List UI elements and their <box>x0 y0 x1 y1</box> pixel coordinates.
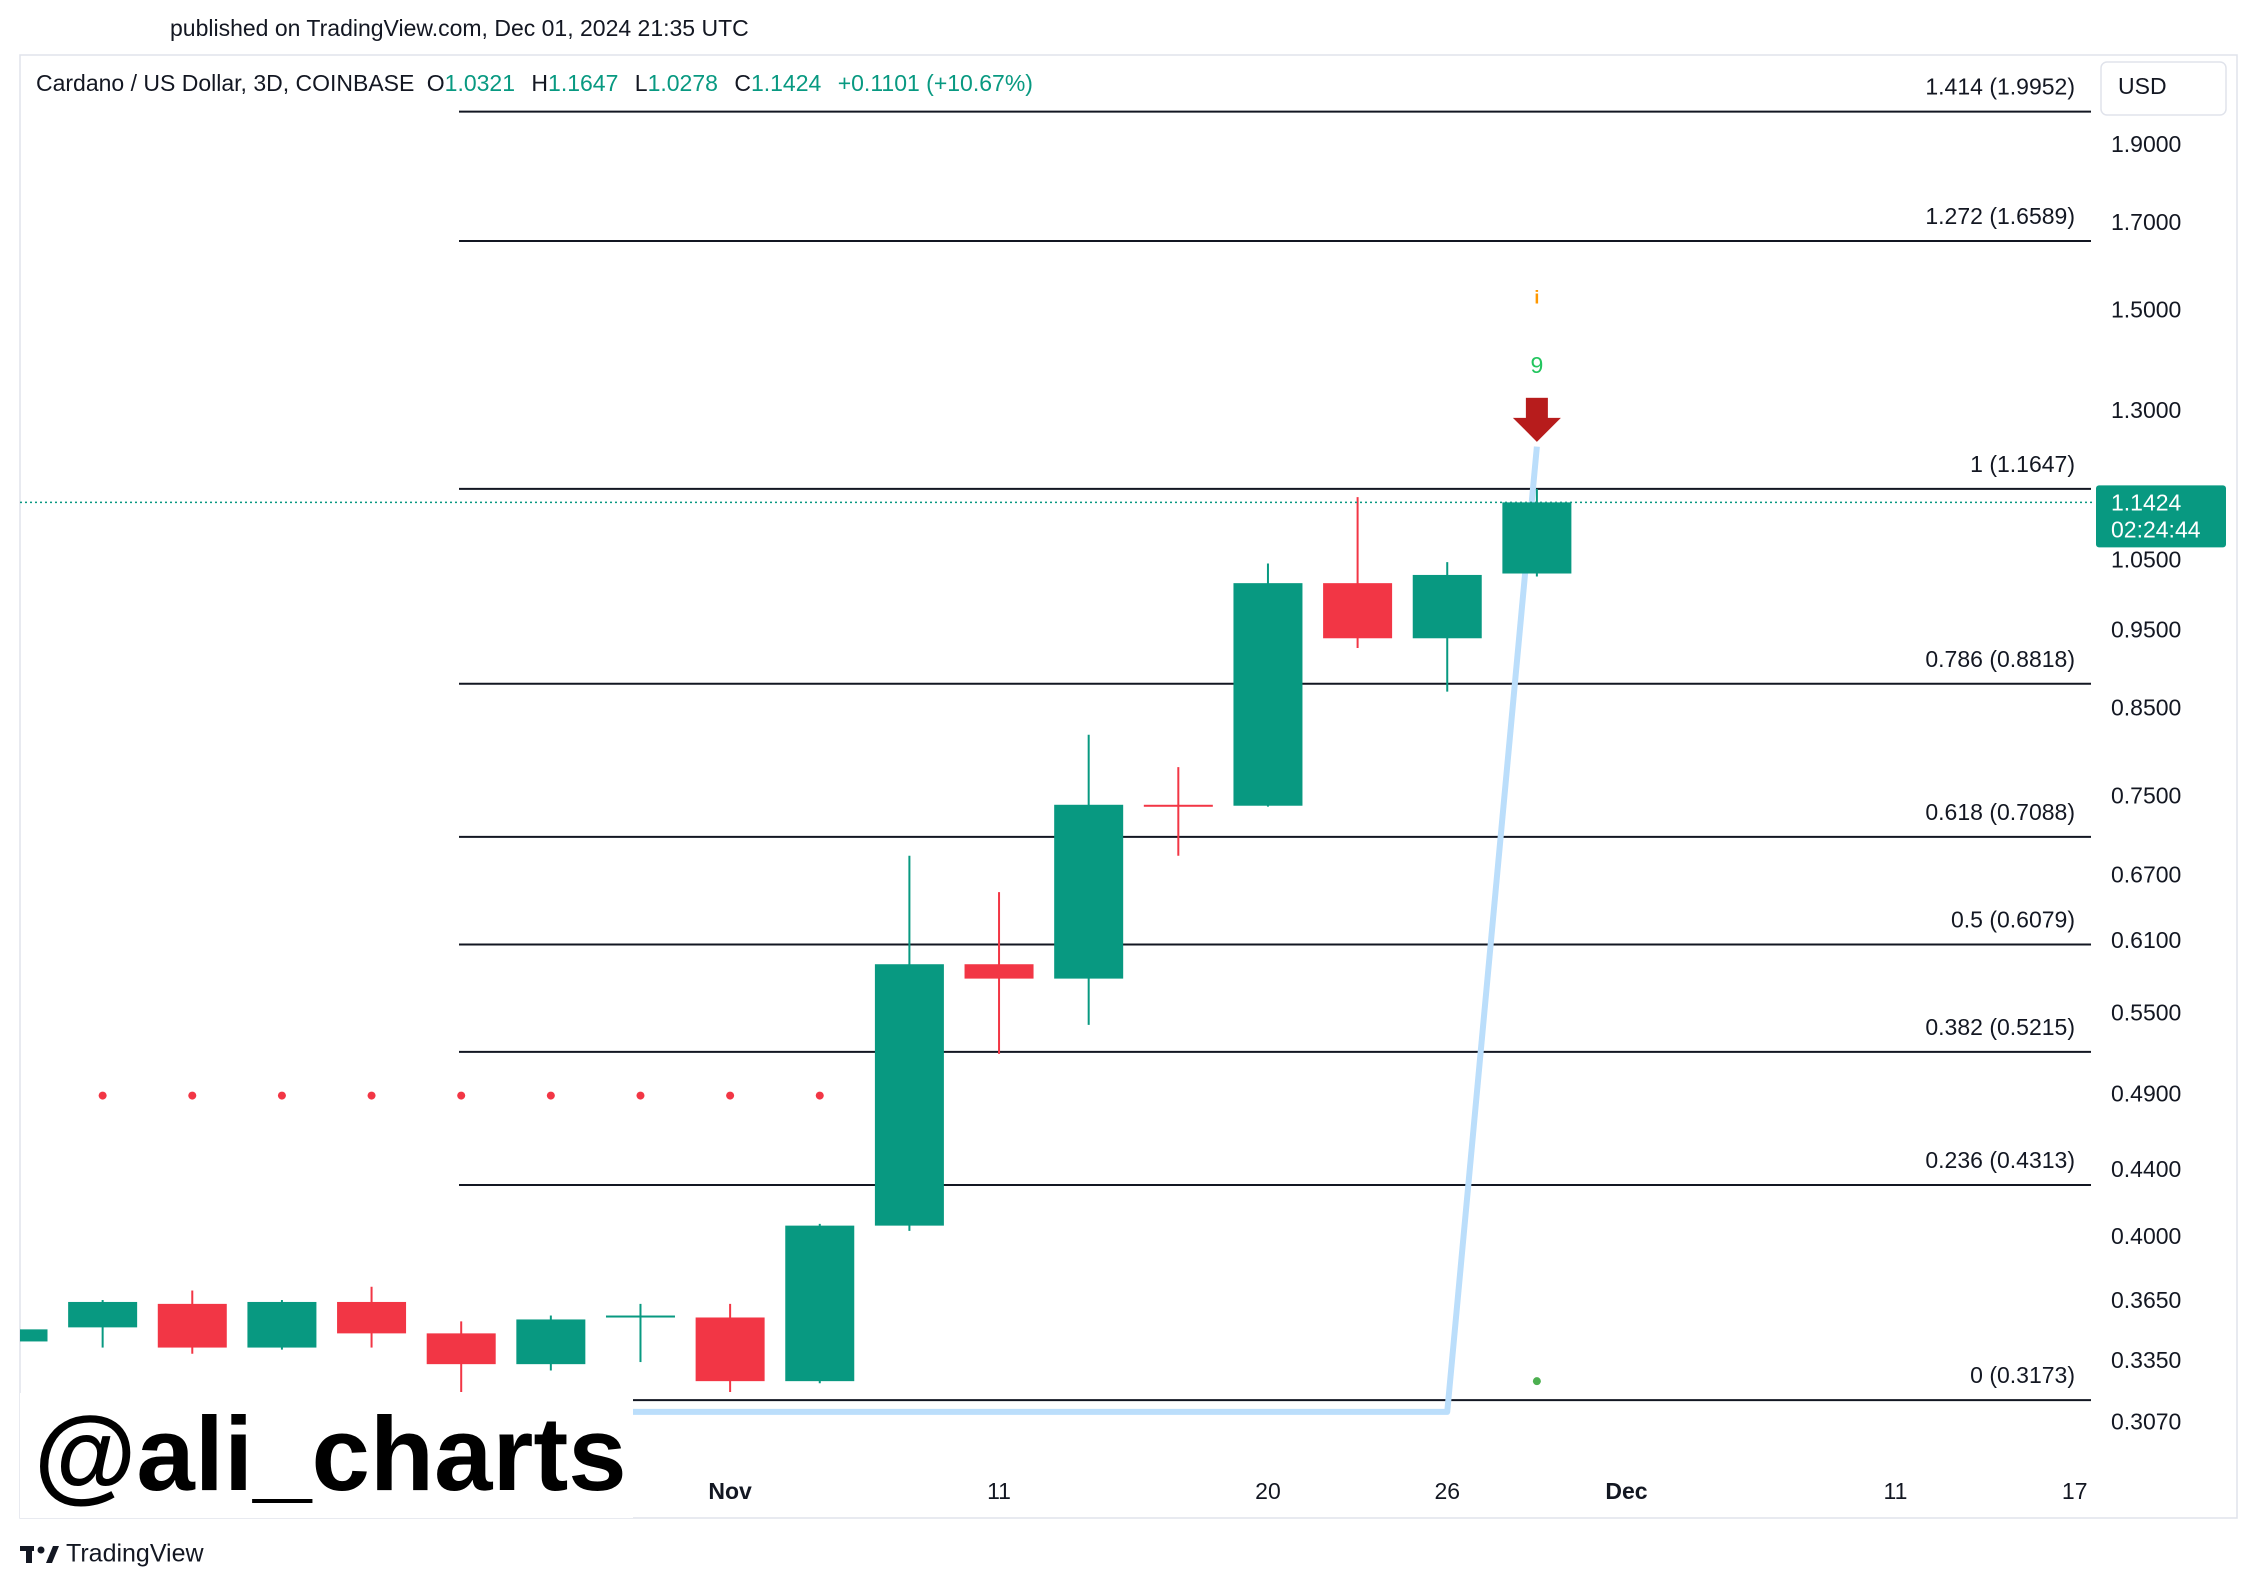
y-tick-label: 0.9500 <box>2111 617 2181 643</box>
fib-label: 0.618 (0.7088) <box>1925 799 2075 825</box>
watermark-bg <box>20 1393 633 1518</box>
currency[interactable]: USD <box>2118 73 2167 99</box>
indicator-dot <box>277 1091 286 1100</box>
ohlc-label: C <box>734 70 751 96</box>
x-tick-label: 17 <box>2062 1478 2088 1504</box>
ohlc-value: 1.0321 <box>445 70 515 96</box>
brand-logo <box>20 1546 59 1563</box>
fib-label: 0.382 (0.5215) <box>1925 1014 2075 1040</box>
candle-body <box>1502 502 1572 574</box>
indicator-dot <box>636 1091 645 1100</box>
logo-part <box>26 1546 32 1563</box>
candle-body <box>785 1225 855 1382</box>
candle-body <box>1323 583 1393 639</box>
signal-mark: i <box>1534 288 1539 308</box>
x-tick-label: 20 <box>1255 1478 1281 1504</box>
ohlc-label: L <box>635 70 648 96</box>
candle-body <box>874 964 944 1226</box>
candle-body <box>68 1301 138 1328</box>
indicator-dot <box>457 1091 466 1100</box>
last-price: 1.1424 <box>2111 489 2182 515</box>
x-tick-label: 26 <box>1434 1478 1460 1504</box>
indicator-dot <box>1532 1377 1541 1386</box>
candle-body <box>1143 804 1213 807</box>
x-tick-label: 11 <box>987 1478 1011 1504</box>
x-tick-label: 11 <box>1883 1478 1907 1504</box>
fib-label: 0.236 (0.4313) <box>1925 1147 2075 1173</box>
brand: TradingView <box>66 1540 205 1568</box>
y-tick-label: 1.3000 <box>2111 397 2181 423</box>
y-tick-label: 0.7500 <box>2111 782 2181 808</box>
candle-body <box>695 1317 765 1382</box>
y-tick-label: 0.4400 <box>2111 1156 2181 1182</box>
indicator-dot <box>367 1091 376 1100</box>
candle-body <box>426 1333 496 1365</box>
change: +0.1101 (+10.67%) <box>838 70 1033 96</box>
currency-box[interactable] <box>2100 61 2227 116</box>
y-tick-label: 0.8500 <box>2111 695 2181 721</box>
fib-label: 0 (0.3173) <box>1970 1362 2075 1388</box>
ohlc-value: 1.0278 <box>648 70 718 96</box>
candle-body <box>1233 583 1303 806</box>
candle-body <box>337 1301 407 1334</box>
y-tick-label: 0.4000 <box>2111 1223 2181 1249</box>
ohlc-label: H <box>531 70 548 96</box>
watermark: @ali_charts <box>34 1396 627 1513</box>
indicator-dot <box>815 1091 824 1100</box>
overlay: 1.9000 1.7000 1.5000 1.3000 1.0500 0.9500 0.85… <box>708 74 2226 1504</box>
fib-label: 0.5 (0.6079) <box>1951 907 2075 933</box>
y-tick-label: 0.3650 <box>2111 1287 2181 1313</box>
ohlc-label: O <box>427 70 445 96</box>
sell-arrow-shaft <box>1525 397 1548 420</box>
y-tick-label: 0.3070 <box>2111 1408 2181 1434</box>
y-tick-label: 0.6100 <box>2111 927 2181 953</box>
countdown: 02:24:44 <box>2111 516 2201 542</box>
candle-body <box>964 964 1034 979</box>
logo-part <box>37 1546 45 1554</box>
y-tick-label: 1.9000 <box>2111 131 2181 157</box>
y-tick-label: 0.3350 <box>2111 1347 2181 1373</box>
sell-arrow-head <box>1512 417 1561 442</box>
legend-header: Cardano / US Dollar, 3D, COINBASE O1.032… <box>36 70 1033 96</box>
indicator-dot <box>546 1091 555 1100</box>
x-tick-label: Nov <box>708 1478 752 1504</box>
y-tick-label: 0.6700 <box>2111 861 2181 887</box>
fib-label: 0.786 (0.8818) <box>1925 646 2075 672</box>
indicator-dot <box>726 1091 735 1100</box>
last-price-box <box>2096 485 2226 548</box>
logo-part <box>46 1546 59 1563</box>
published-note: published on TradingView.com, Dec 01, 20… <box>170 15 749 41</box>
fib-label: 1.272 (1.6589) <box>1925 203 2075 229</box>
y-tick-label: 1.0500 <box>2111 547 2181 573</box>
candle-body <box>1412 574 1482 639</box>
y-tick-label: 0.5500 <box>2111 1000 2181 1026</box>
x-tick-label: Dec <box>1605 1478 1647 1504</box>
candle-body <box>605 1315 675 1318</box>
plot-area <box>20 110 2093 1415</box>
setup-count: 9 <box>1530 352 1543 378</box>
fib-label: 1 (1.1647) <box>1970 451 2075 477</box>
y-tick-label: 0.4900 <box>2111 1081 2181 1107</box>
fib-label: 1.414 (1.9952) <box>1925 74 2075 100</box>
candle-body <box>20 1329 48 1342</box>
candle-body <box>1054 804 1124 979</box>
candle-body <box>247 1301 317 1348</box>
candle-body <box>157 1303 227 1348</box>
symbol: Cardano / US Dollar, 3D, COINBASE <box>36 70 414 96</box>
indicator-dot <box>98 1091 107 1100</box>
y-tick-label: 1.7000 <box>2111 209 2181 235</box>
chart-frame <box>19 54 2238 1519</box>
indicator-dot <box>188 1091 197 1100</box>
y-tick-label: 1.5000 <box>2111 297 2181 323</box>
candle-body <box>516 1319 586 1365</box>
ohlc-value: 1.1424 <box>751 70 822 96</box>
ohlc-value: 1.1647 <box>548 70 618 96</box>
